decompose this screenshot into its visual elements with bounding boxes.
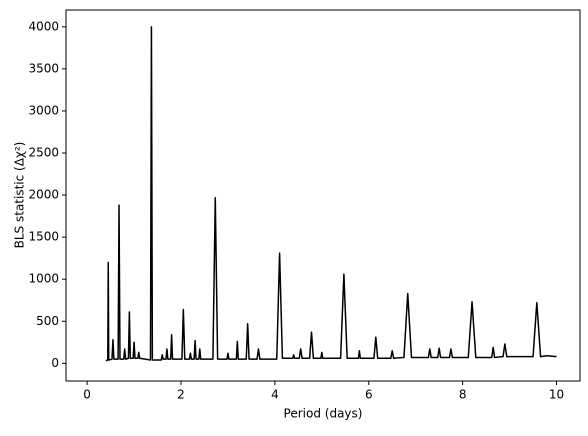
x-axis-label: Period (days): [284, 407, 363, 421]
y-axis-label: BLS statistic (Δχ²): [13, 142, 27, 249]
y-tick-label: 3500: [28, 61, 59, 75]
y-tick-label: 4000: [28, 19, 59, 33]
x-tick-label: 10: [549, 388, 564, 402]
data-line: [105, 26, 557, 362]
y-tick-label: 3000: [28, 103, 59, 117]
y-tick-label: 500: [36, 314, 59, 328]
y-tick-label: 0: [51, 356, 59, 370]
x-tick-label: 2: [177, 388, 185, 402]
plot-frame: [65, 9, 581, 382]
y-tick-label: 1000: [28, 272, 59, 286]
x-tick-label: 4: [271, 388, 279, 402]
x-tick-label: 8: [459, 388, 467, 402]
x-tick-label: 0: [83, 388, 91, 402]
y-tick-label: 2000: [28, 188, 59, 202]
y-tick-label: 1500: [28, 230, 59, 244]
x-tick-label: 6: [365, 388, 373, 402]
y-tick-label: 2500: [28, 146, 59, 160]
